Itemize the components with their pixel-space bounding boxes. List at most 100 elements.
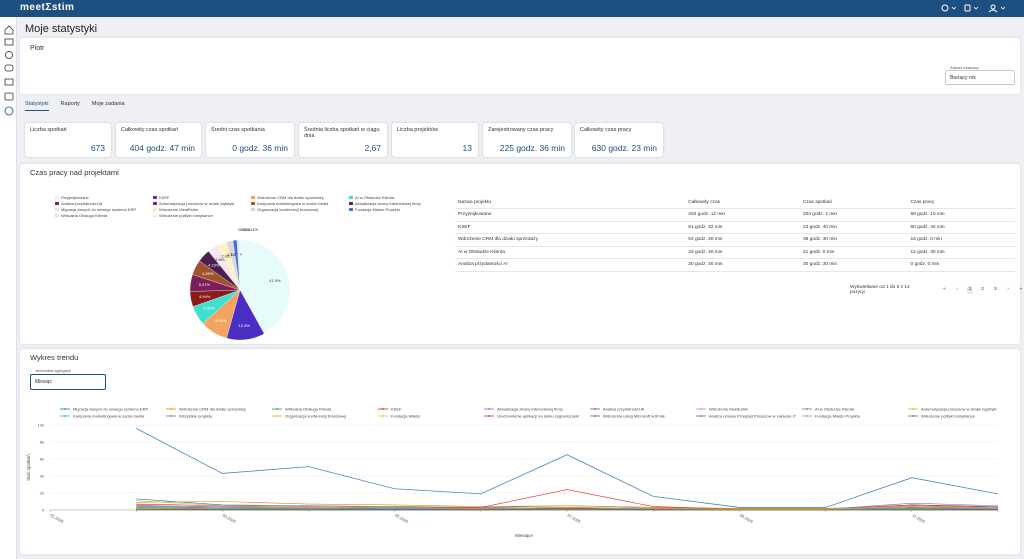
pie-slice: [239, 239, 291, 334]
kpi-label: Średnia liczba spotkań w ciągu dnia: [304, 127, 380, 139]
user-card: Piotr Zakres czasowy Bieżący rok: [20, 38, 1020, 94]
legend-label: Aktualizacja strony internetowej firmy: [497, 406, 563, 411]
table-cell: 21 godz. 0 min: [799, 246, 908, 259]
legend-label: AI w Obsłudze Klienta: [355, 195, 395, 200]
slice-label: 4.89%: [202, 271, 214, 276]
y-tick-label: 2k: [40, 490, 44, 495]
legend-swatch: [152, 207, 158, 212]
table-cell: 23 godz. 40 min: [799, 221, 908, 234]
aggregation-value: Miesiąc: [35, 379, 52, 385]
page-button[interactable]: 3: [993, 287, 997, 292]
legend-label: AI w Obsłudze Klienta: [815, 406, 855, 411]
kpi-card: Liczba spotkań 673: [25, 123, 111, 157]
tab[interactable]: Raporty: [60, 101, 80, 107]
slice-label: 1.27%: [231, 251, 243, 256]
kpi-label: Liczba spotkań: [30, 127, 67, 133]
legend-label: Wirtualna Obsługa Klienta: [61, 213, 108, 218]
legend-label: Analiza przydatności AI: [603, 406, 644, 411]
trend-chart: Migracja danych do nowego systemu ERP Wdr…: [26, 406, 999, 538]
legend-swatch: [348, 195, 354, 200]
legend-dot: [912, 415, 914, 417]
legend-swatch: [54, 207, 60, 212]
page-button[interactable]: ›: [1007, 287, 1009, 292]
sidebar: [0, 17, 17, 559]
slice-label: 12.4%: [239, 323, 251, 328]
legend-dot: [912, 408, 914, 410]
x-tick-label: 03.2025: [222, 513, 238, 525]
slice-label: 4.23%: [208, 263, 220, 268]
legend-label: Kampania marketingowa w social media: [73, 413, 145, 418]
top-bar: meetΣstim: [0, 0, 1024, 17]
y-tick-label: 8k: [40, 439, 44, 444]
page-button[interactable]: 1: [966, 286, 974, 294]
legend-label: Automatyzacja procesów w dziale logistyk…: [921, 406, 996, 411]
legend-swatch: [54, 213, 60, 218]
legend-swatch: [250, 207, 256, 212]
legend-dot: [276, 408, 278, 410]
series-line: [136, 508, 998, 511]
page-button[interactable]: 2: [981, 287, 984, 292]
table-header-row: Nazwa projektu Całkowity czas Czas spotkań…: [455, 196, 1015, 209]
legend-label: Fundacja Miasto Projektu: [355, 207, 400, 212]
kpi-card: Liczba projektów 13: [392, 123, 478, 157]
kpi-card: Całkowity czas spotkań 404 godz. 47 min: [116, 123, 201, 157]
legend-swatch: [54, 195, 60, 200]
x-tick-label: 05.2025: [394, 513, 410, 525]
slice-label: 5.47%: [199, 282, 211, 287]
legend-label: Fundacja Miasto Projektu: [815, 413, 860, 418]
legend-label: Migracja danych do nowego systemu ERP: [73, 406, 148, 411]
legend-dot: [382, 408, 384, 410]
legend-dot: [64, 408, 66, 410]
legend-dot: [276, 415, 278, 417]
legend-label: KSEF: [159, 195, 170, 200]
tab[interactable]: Moje zadania: [91, 101, 125, 107]
projects-table: Nazwa projektu Całkowity czas Czas spotkań…: [455, 196, 1015, 272]
page-button[interactable]: «: [943, 287, 946, 292]
kpi-value: 225 godz. 36 min: [499, 143, 565, 153]
table-cell: 30 godz. 30 min: [799, 258, 908, 272]
legend-swatch: [54, 201, 60, 206]
page-button[interactable]: »: [1019, 287, 1023, 292]
table-cell: 54 godz. 30 min: [685, 233, 800, 247]
top-icons[interactable]: [940, 3, 1020, 14]
table-cell: 263 godz. 12 min: [685, 208, 800, 222]
legend-dot: [170, 415, 172, 417]
page-button[interactable]: ‹: [956, 287, 959, 292]
table-cell: 81 godz. 32 min: [685, 221, 800, 234]
kpi-label: Liczba projektów: [397, 127, 438, 133]
legend-swatch: [152, 195, 158, 200]
legend-dot: [382, 415, 384, 417]
table-cell: 33 godz. 30 min: [685, 246, 800, 259]
legend-swatch: [250, 201, 256, 206]
legend-label: Wdrożenie polityki compliance: [159, 213, 214, 218]
y-tick-label: 6k: [40, 456, 44, 461]
legend-dot: [488, 408, 490, 410]
table-cell: 16 godz. 0 min: [907, 233, 1015, 247]
table-cell: Wdrożenie CRM dla działu sprzedaży: [455, 233, 686, 247]
pie-chart: Przyjmijkowane KSEF Wdrożenie CRM dla dzia…: [54, 195, 421, 341]
tab[interactable]: Statystyki: [25, 101, 49, 111]
table-row: KSEF 81 godz. 32 min 23 godz. 40 min 60 god…: [455, 221, 1015, 234]
legend-label: Wdrożenia usług Microsoft w firmie: [603, 413, 666, 418]
legend-swatch: [152, 201, 158, 206]
legend-swatch: [348, 201, 354, 206]
legend-dot: [594, 415, 596, 417]
slice-label: 3.56%: [215, 257, 227, 262]
sidebar-icons[interactable]: [0, 17, 17, 127]
legend-dot: [170, 408, 172, 410]
table-cell: 30 godz. 30 min: [685, 258, 800, 272]
legend-label: KSEF: [391, 406, 402, 411]
table-cell: 12 godz. 30 min: [907, 246, 1015, 259]
table-row: Wdrożenie CRM dla działu sprzedaży 54 god…: [455, 233, 1015, 247]
legend-label: Migracja danych do nowego systemu ERP: [61, 207, 136, 212]
range-select[interactable]: Bieżący rok: [945, 70, 1015, 85]
column-header: Całkowity czas: [685, 196, 800, 209]
aggregation-select[interactable]: Miesiąc: [30, 374, 106, 390]
table-cell: AI w Obsłudze Klienta: [455, 246, 686, 259]
logo[interactable]: meetΣstim: [20, 2, 75, 13]
legend-dot: [64, 415, 66, 417]
column-header: Nazwa projektu: [455, 196, 686, 209]
legend-dot: [806, 415, 808, 417]
series-line: [136, 500, 999, 510]
